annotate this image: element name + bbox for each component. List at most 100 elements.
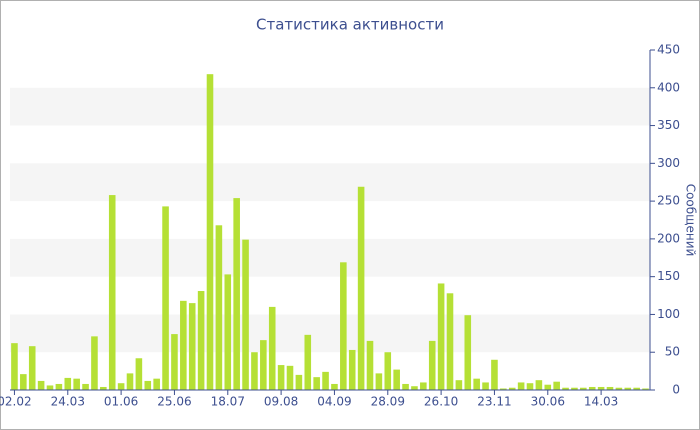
bar — [11, 343, 18, 390]
y-tick-label: 450 — [657, 43, 680, 57]
grid-band — [10, 163, 650, 202]
bar — [73, 378, 80, 390]
bar — [455, 380, 463, 390]
bar — [286, 365, 294, 390]
y-tick-label: 300 — [657, 156, 680, 170]
x-tick-label: 14.03 — [584, 395, 618, 409]
bar — [340, 262, 347, 390]
bar — [295, 374, 303, 390]
bar — [215, 225, 223, 390]
x-tick-label: 04.09 — [317, 395, 351, 409]
x-tick-label: 02.02 — [0, 395, 32, 409]
bar — [624, 387, 632, 390]
bar — [162, 206, 169, 390]
bar — [508, 387, 516, 390]
bar — [277, 365, 285, 390]
bar — [562, 387, 569, 390]
bar — [20, 374, 27, 390]
bar — [260, 340, 267, 390]
bar — [411, 386, 418, 390]
x-tick-label: 18.07 — [211, 395, 245, 409]
bar — [348, 349, 356, 390]
bar — [420, 382, 427, 390]
bar — [108, 195, 116, 390]
bar — [304, 334, 312, 390]
y-tick-label: 350 — [657, 118, 680, 132]
bar — [446, 293, 454, 390]
bar — [544, 384, 552, 390]
bar — [144, 380, 152, 390]
bar — [597, 386, 605, 390]
bar — [500, 388, 507, 390]
bar — [64, 377, 72, 390]
bar — [197, 291, 205, 390]
bar — [242, 239, 249, 390]
bar — [180, 300, 187, 390]
bar — [402, 383, 409, 390]
bar — [268, 306, 276, 390]
y-tick-label: 150 — [657, 269, 680, 283]
bar — [553, 381, 560, 390]
bar — [357, 186, 365, 390]
bar — [491, 359, 498, 390]
bar — [633, 387, 640, 390]
bar — [428, 340, 436, 390]
y-tick-label: 250 — [657, 194, 680, 208]
x-tick-label: 24.03 — [51, 395, 85, 409]
bar — [37, 380, 45, 390]
bar — [233, 198, 240, 390]
bar — [375, 373, 383, 390]
x-tick-label: 26.10 — [424, 395, 458, 409]
y-tick-label: 100 — [657, 307, 680, 321]
x-tick-label: 09.08 — [264, 395, 298, 409]
bar — [46, 385, 54, 390]
x-tick-label: 30.06 — [531, 395, 565, 409]
x-tick-label: 28.09 — [371, 395, 405, 409]
bar — [642, 388, 649, 390]
bar — [588, 386, 596, 390]
x-tick-label: 23.11 — [477, 395, 511, 409]
grid-band — [10, 238, 650, 277]
bar — [206, 74, 214, 390]
bar — [135, 358, 143, 390]
bar — [580, 387, 587, 390]
bar — [464, 315, 472, 390]
chart-title: Статистика активности — [256, 16, 444, 34]
bar — [526, 383, 534, 390]
grid-band — [10, 314, 650, 353]
y-tick-label: 0 — [672, 383, 680, 397]
y-tick-label: 50 — [665, 345, 680, 359]
y-tick-label: 400 — [657, 80, 680, 94]
bar — [331, 383, 338, 390]
x-tick-label: 01.06 — [104, 395, 138, 409]
bar — [117, 383, 125, 390]
bar — [482, 382, 489, 390]
bar — [55, 383, 63, 390]
y-axis-label: Сообщений — [684, 184, 698, 257]
bar — [224, 274, 232, 390]
bar — [384, 352, 392, 390]
bar — [153, 378, 160, 390]
bar — [100, 386, 107, 390]
bar — [473, 378, 480, 390]
bar — [606, 386, 614, 390]
grid-band — [10, 87, 650, 126]
bar — [313, 377, 320, 390]
bar — [251, 352, 258, 390]
bar — [171, 334, 178, 390]
bar — [28, 346, 36, 390]
bar — [366, 340, 374, 390]
bar — [91, 336, 98, 390]
bar — [571, 387, 578, 390]
bar — [393, 369, 400, 390]
bar — [437, 283, 445, 390]
bar — [322, 371, 329, 390]
bar — [535, 380, 543, 390]
bar — [615, 387, 623, 390]
y-tick-label: 200 — [657, 231, 680, 245]
x-tick-label: 25.06 — [157, 395, 191, 409]
bar — [126, 373, 134, 390]
bar — [517, 382, 525, 390]
